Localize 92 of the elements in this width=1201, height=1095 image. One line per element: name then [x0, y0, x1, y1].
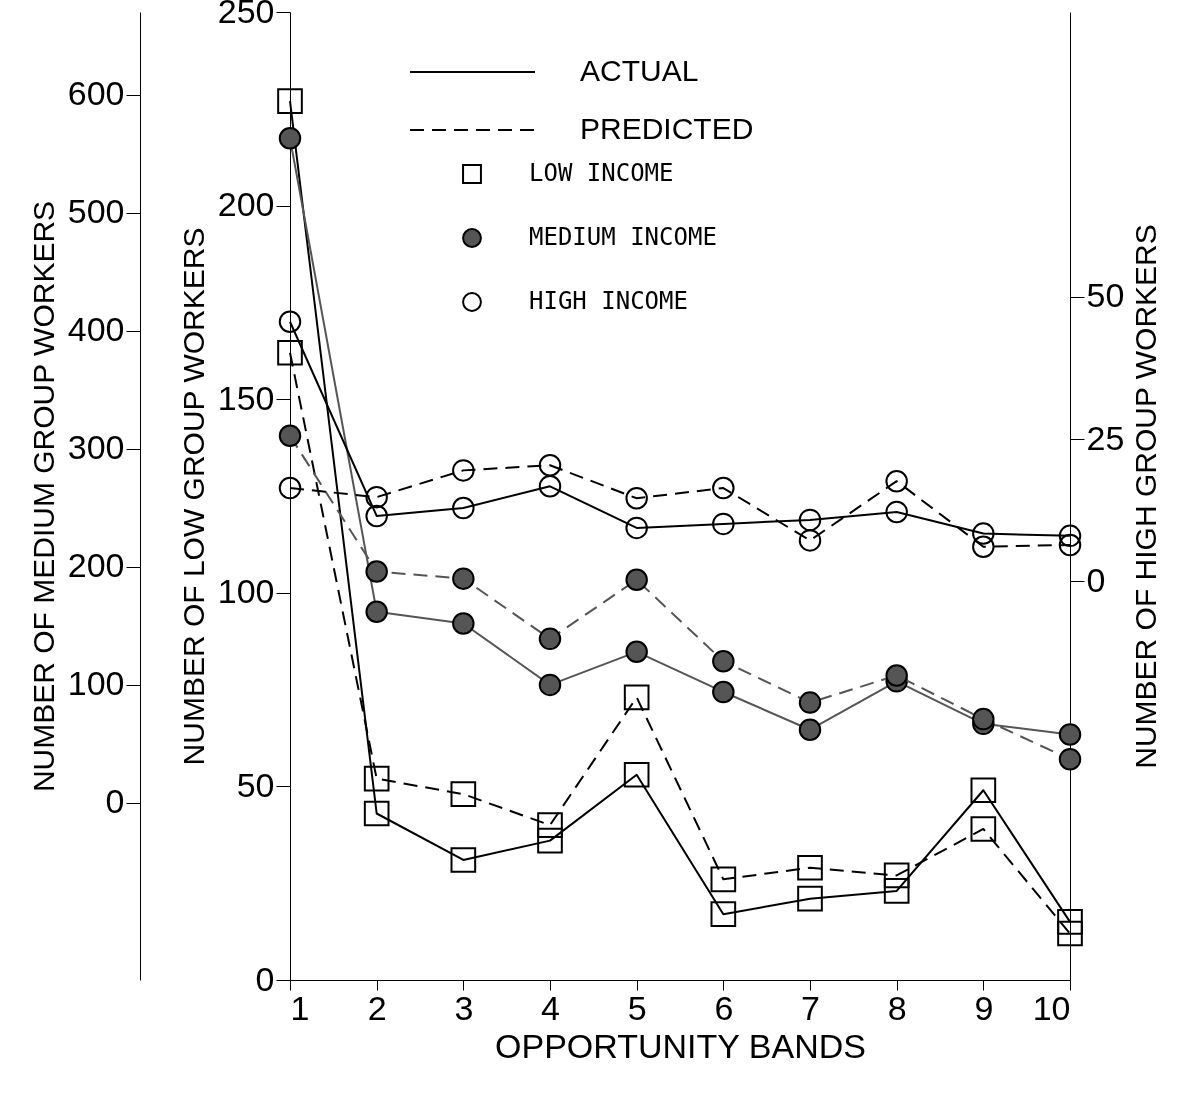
x-tick-label: 9 [974, 988, 994, 1027]
y2-tick-label: 50 [1086, 276, 1125, 315]
point [538, 454, 562, 477]
point [365, 560, 388, 583]
annotation: ACTUAL [580, 54, 699, 87]
point [1057, 920, 1083, 947]
point [623, 761, 650, 788]
point [972, 535, 995, 558]
point [710, 901, 737, 928]
point [1058, 524, 1082, 548]
y-tick-label: 200 [217, 185, 275, 224]
y-tick-label: 50 [236, 765, 275, 804]
point [278, 127, 302, 150]
y3-tick-label: 300 [67, 428, 125, 467]
y3-axis-title: NUMBER OF MEDIUM GROUP WORKERS [26, 200, 60, 793]
point [798, 508, 822, 532]
point [365, 485, 388, 509]
point [798, 718, 822, 741]
point [712, 650, 735, 673]
point [883, 862, 910, 889]
point [970, 777, 997, 804]
x-tick-label: 7 [801, 988, 820, 1027]
point [538, 627, 562, 651]
y2-tick-label: 25 [1086, 418, 1125, 457]
point [365, 504, 388, 528]
point [452, 459, 475, 482]
point [625, 516, 648, 540]
point [365, 600, 388, 623]
y3-tick-label: 400 [67, 310, 125, 349]
point [450, 847, 477, 873]
point [885, 664, 908, 687]
point [710, 866, 737, 893]
x-tick-label: 5 [627, 988, 647, 1027]
x-tick-label: 8 [887, 988, 907, 1027]
y3-tick-label: 600 [67, 74, 125, 113]
point [712, 476, 735, 500]
point [972, 522, 995, 545]
y2-axis-title: NUMBER OF HIGH GROUP WORKERS [1129, 224, 1163, 769]
point [798, 691, 822, 714]
point [538, 475, 562, 498]
y-axis-title: NUMBER OF LOW GROUP WORKERS [176, 227, 210, 766]
point [538, 673, 562, 697]
point [885, 500, 908, 524]
x-tick-label: 6 [714, 988, 734, 1027]
point [625, 640, 648, 664]
x-axis-title: OPPORTUNITY BANDS [495, 1026, 866, 1065]
point [278, 424, 302, 448]
point [363, 765, 390, 792]
point [883, 878, 910, 904]
point [452, 567, 475, 590]
point [970, 816, 997, 842]
x-tick-label: 1 [290, 988, 310, 1027]
x-tick-label: 2 [367, 988, 387, 1027]
y3-tick-label: 100 [67, 664, 125, 703]
y-tick-label: 0 [255, 959, 275, 998]
x-tick-label: 4 [541, 988, 560, 1027]
legend-label: HIGH INCOME [529, 287, 688, 315]
point [452, 496, 475, 520]
point [1057, 909, 1083, 935]
point [798, 529, 822, 552]
point [712, 680, 735, 704]
point [712, 512, 735, 536]
x-tick-label: 3 [454, 988, 474, 1027]
point [797, 854, 823, 881]
legend-label: MEDIUM INCOME [529, 223, 717, 251]
x-tick-label: 10 [1032, 988, 1071, 1027]
point [277, 339, 303, 366]
point [625, 568, 648, 592]
point [623, 684, 650, 711]
y2-tick-label: 0 [1086, 560, 1106, 599]
point [1058, 533, 1082, 557]
point [278, 310, 302, 333]
annotation: PREDICTED [580, 112, 754, 145]
y-tick-label: 150 [217, 378, 275, 417]
y3-tick-label: 0 [105, 782, 125, 821]
point [797, 885, 823, 912]
point [885, 469, 908, 493]
point [625, 487, 648, 510]
y3-tick-label: 500 [67, 192, 125, 231]
point [278, 476, 302, 500]
y3-tick-label: 200 [67, 546, 125, 585]
point [452, 612, 475, 635]
point [537, 827, 563, 854]
point [537, 812, 563, 838]
point [277, 88, 303, 114]
legend-label: LOW INCOME [529, 159, 674, 187]
point [363, 800, 390, 827]
y-tick-label: 100 [217, 572, 275, 611]
point [1058, 748, 1082, 771]
point [1058, 723, 1082, 746]
point [450, 781, 477, 807]
point [972, 707, 995, 731]
